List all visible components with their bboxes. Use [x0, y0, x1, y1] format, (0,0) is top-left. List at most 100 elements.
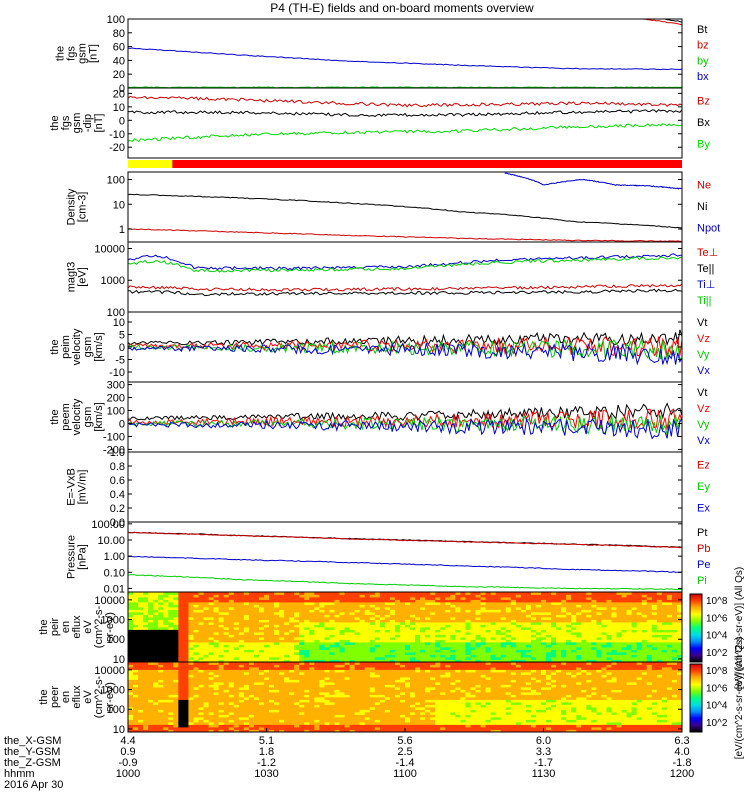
heatmap-cell: [319, 629, 325, 633]
heatmap-cell: [561, 594, 567, 598]
heatmap-cell: [369, 662, 376, 665]
heatmap-cell: [410, 664, 416, 668]
heatmap-cell: [641, 617, 648, 620]
heatmap-cell: [294, 592, 300, 595]
heatmap-cell: [238, 642, 245, 645]
heatmap-cell: [415, 722, 421, 725]
heatmap-cell: [480, 609, 486, 613]
heatmap-cell: [425, 639, 431, 643]
heatmap-cell: [591, 647, 597, 650]
heatmap-cell: [656, 657, 663, 660]
heatmap-cell: [198, 714, 204, 718]
heatmap-cell: [601, 647, 607, 650]
heatmap-cell: [374, 617, 381, 620]
heatmap-cell: [631, 652, 638, 655]
heatmap-cell: [425, 642, 431, 645]
heatmap-cell: [284, 707, 290, 710]
heatmap-cell: [188, 697, 194, 700]
heatmap-cell: [183, 677, 189, 680]
heatmap-cell: [505, 654, 512, 658]
heatmap-cell: [243, 679, 250, 683]
heatmap-cell: [571, 629, 577, 633]
heatmap-cell: [394, 597, 401, 600]
heatmap-cell: [354, 724, 361, 728]
heatmap-cell: [399, 669, 406, 673]
heatmap-cell: [248, 607, 255, 610]
heatmap-cell: [505, 602, 512, 605]
heatmap-cell: [384, 724, 391, 728]
heatmap-cell: [284, 592, 290, 595]
heatmap-cell: [269, 712, 275, 715]
series-line-Bx: [128, 109, 682, 117]
series-lines: [128, 531, 682, 591]
heatmap-cell: [364, 724, 371, 728]
heatmap-cell: [420, 632, 426, 635]
heatmap-cell: [314, 672, 320, 675]
heatmap-cell: [405, 724, 411, 728]
heatmap-cell: [284, 704, 290, 708]
ytick-label: 10.00: [97, 535, 125, 547]
heatmap-cell: [284, 637, 290, 640]
heatmap-cell: [228, 644, 235, 648]
heatmap-cell: [581, 604, 587, 608]
heatmap-cell: [324, 652, 330, 655]
heatmap-cell: [228, 637, 235, 640]
heatmap-cell: [349, 724, 356, 728]
heatmap-cell: [636, 624, 643, 628]
heatmap-cell: [435, 599, 441, 603]
heatmap-cell: [279, 612, 285, 615]
heatmap-cell: [263, 669, 270, 673]
heatmap-cell: [546, 632, 552, 635]
heatmap-cell: [334, 614, 340, 618]
heatmap-cell: [631, 622, 638, 625]
heatmap-cell: [304, 712, 310, 715]
heatmap-cell: [208, 729, 215, 733]
heatmap-cell: [324, 697, 330, 700]
y-axis-label-line: velocity: [71, 328, 83, 365]
heatmap-cell: [238, 607, 245, 610]
heatmap-cell: [228, 684, 235, 688]
heatmap-cell: [450, 624, 456, 628]
heatmap-cell: [596, 629, 602, 633]
heatmap-cell: [173, 672, 179, 675]
heatmap-cell: [485, 632, 492, 635]
heatmap-cell: [329, 594, 335, 598]
heatmap-cell: [440, 632, 446, 635]
heatmap-cell: [581, 612, 587, 615]
heatmap-cell: [153, 729, 159, 733]
heatmap-cell: [540, 627, 547, 630]
heatmap-cell: [258, 632, 265, 635]
heatmap-cell: [329, 724, 335, 728]
heatmap-cell: [490, 634, 497, 638]
heatmap-cell: [576, 642, 582, 645]
heatmap-cell: [415, 702, 421, 705]
heatmap-cell: [420, 599, 426, 603]
heatmap-cell: [279, 677, 285, 680]
heatmap-cell: [329, 632, 335, 635]
heatmap-cell: [243, 662, 250, 665]
heatmap-cell: [218, 597, 225, 600]
heatmap-cell: [475, 659, 481, 663]
heatmap-cell: [133, 659, 139, 663]
heatmap-cell: [158, 619, 164, 623]
heatmap-cell: [520, 629, 527, 633]
heatmap-cell: [626, 642, 633, 645]
heatmap-cell: [591, 617, 597, 620]
heatmap-cell: [329, 634, 335, 638]
heatmap-cell: [158, 667, 164, 670]
heatmap-cell: [420, 652, 426, 655]
heatmap-cell: [208, 704, 215, 708]
heatmap-cell: [379, 654, 386, 658]
heatmap-cell: [279, 717, 285, 720]
heatmap-cell: [173, 674, 179, 678]
heatmap-cell: [344, 644, 350, 648]
heatmap-cell: [641, 592, 648, 595]
heatmap-cell: [218, 709, 225, 713]
heatmap-cell: [535, 649, 542, 653]
heatmap-cell: [138, 637, 144, 640]
heatmap-cell: [339, 619, 345, 623]
heatmap-cell: [143, 612, 149, 615]
heatmap-cell: [198, 699, 204, 703]
heatmap-cell: [606, 617, 612, 620]
heatmap-cell: [591, 619, 597, 623]
